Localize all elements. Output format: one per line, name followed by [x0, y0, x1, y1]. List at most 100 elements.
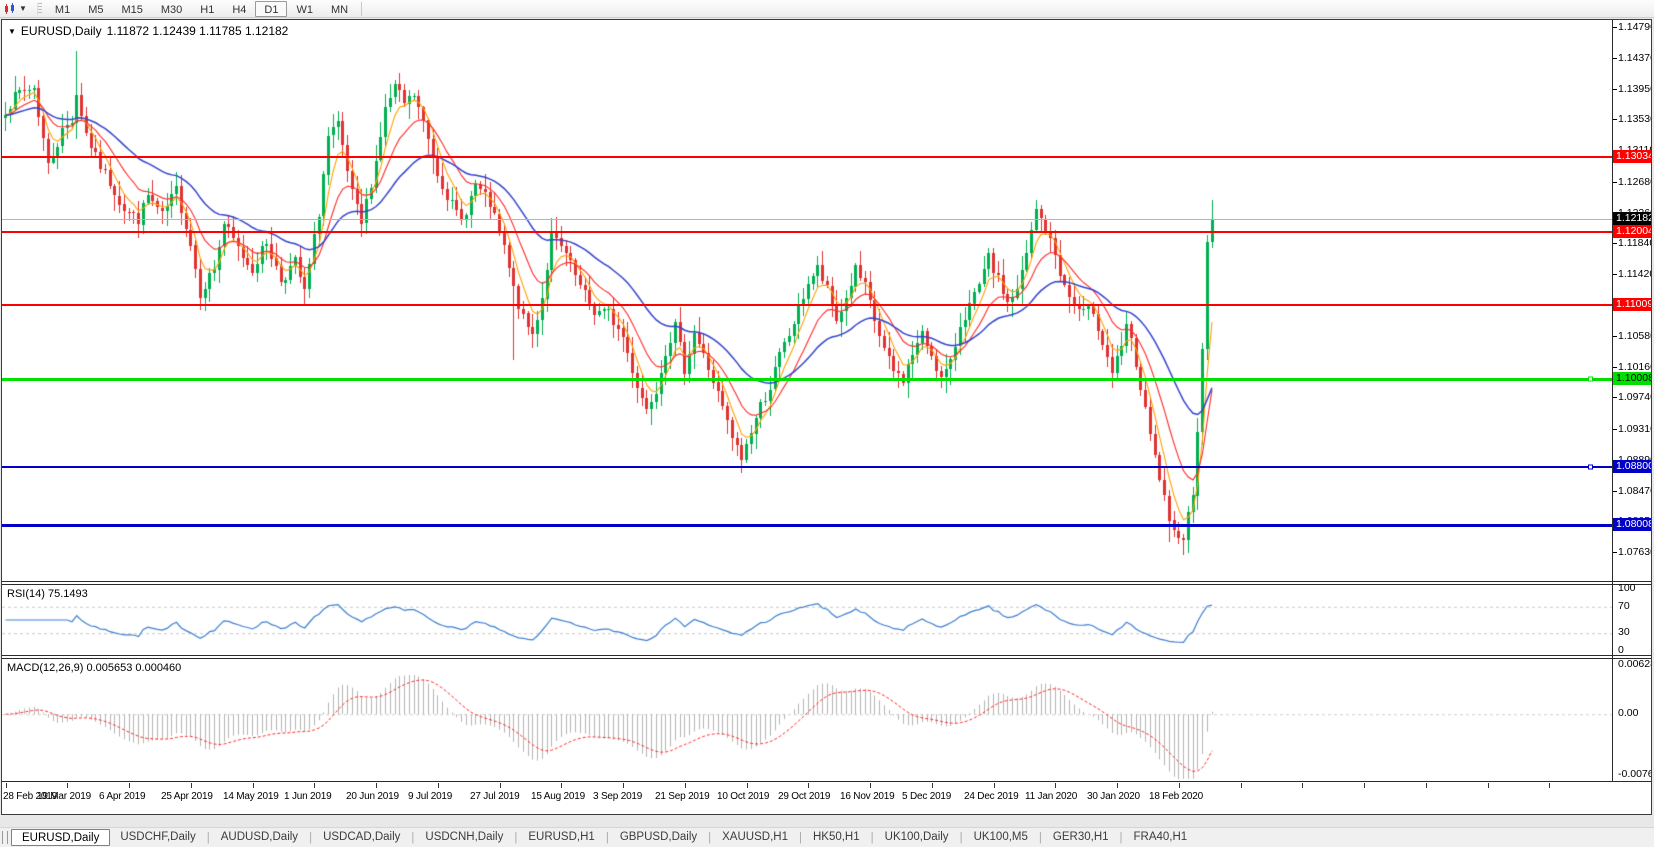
- chart-tab-uk100-m5[interactable]: UK100,M5: [973, 831, 1028, 843]
- macd-axis-tick: -0.007658: [1618, 768, 1651, 780]
- price-tick: 1.11840: [1612, 237, 1651, 249]
- date-label: 25 Apr 2019: [161, 791, 213, 802]
- date-tick: [685, 783, 686, 788]
- timeframe-button-w1[interactable]: W1: [296, 3, 313, 16]
- line-drag-handle[interactable]: [1588, 464, 1593, 470]
- chart-tab-hk50-h1[interactable]: HK50,H1: [812, 831, 860, 843]
- chart-type-selector[interactable]: ▼: [0, 1, 31, 17]
- macd-axis-tick: 0.00: [1618, 707, 1639, 720]
- chart-tab-usdchf-daily[interactable]: USDCHF,Daily: [120, 831, 196, 843]
- date-label: 1 Jun 2019: [284, 791, 332, 802]
- timeframe-button-m15[interactable]: M15: [121, 3, 143, 16]
- horizontal-line-1.11009[interactable]: [2, 304, 1612, 307]
- date-tick: [67, 783, 68, 788]
- tab-separator: |: [798, 831, 802, 844]
- chart-tab-xauusd-h1[interactable]: XAUUSD,H1: [722, 831, 788, 843]
- timeframe-button-m5[interactable]: M5: [88, 3, 104, 16]
- price-pane[interactable]: ▼ EURUSD,Daily 1.11872 1.12439 1.11785 1…: [2, 20, 1651, 582]
- date-label: 3 Sep 2019: [593, 791, 643, 802]
- candlestick-chart-icon: [5, 2, 14, 14]
- horizontal-line-1.13034[interactable]: [2, 155, 1612, 158]
- tab-separator: |: [708, 831, 712, 844]
- price-tick: 1.13530: [1613, 113, 1651, 125]
- date-label: 14 May 2019: [223, 791, 279, 802]
- date-tick: [932, 783, 933, 788]
- horizontal-line-1.10008[interactable]: [2, 376, 1612, 382]
- chart-tab-fra40-h1[interactable]: FRA40,H1: [1133, 831, 1188, 843]
- date-label: 10 Oct 2019: [717, 791, 770, 802]
- chart-tab-gbpusd-daily[interactable]: GBPUSD,Daily: [619, 831, 698, 843]
- tab-separator: |: [309, 831, 313, 844]
- date-tick: [1302, 783, 1303, 788]
- tab-separator: |: [1038, 831, 1042, 844]
- timeframe-button-d1[interactable]: D1: [255, 0, 288, 17]
- date-label: 15 Aug 2019: [531, 791, 585, 802]
- date-label: 16 Nov 2019: [840, 791, 895, 802]
- date-tick: [1488, 783, 1489, 788]
- price-line-label-1.11009: 1.11009: [1613, 298, 1651, 312]
- chart-tab-usdcnh-daily[interactable]: USDCNH,Daily: [425, 831, 504, 843]
- timeframe-button-m1[interactable]: M1: [54, 3, 71, 16]
- timeframe-button-m30[interactable]: M30: [160, 3, 183, 16]
- chart-tab-uk100-daily[interactable]: UK100,Daily: [884, 831, 949, 843]
- top-toolbar: ▼ M1 M5 M15 M30 H1 H4 D1 W1 MN: [0, 0, 1654, 18]
- date-label: 24 Dec 2019: [964, 791, 1019, 802]
- timeframe-button-mn[interactable]: MN: [330, 3, 349, 16]
- price-axis[interactable]: 1.147901.143701.139501.135301.131101.126…: [1612, 20, 1651, 782]
- date-tick: [1179, 783, 1180, 788]
- line-drag-handle[interactable]: [1588, 376, 1593, 382]
- price-axis-line: [1612, 20, 1613, 782]
- date-tick: [623, 783, 624, 788]
- date-tick: [1426, 783, 1427, 788]
- rsi-canvas[interactable]: [2, 585, 1612, 655]
- date-tick: [747, 783, 748, 788]
- date-label: 11 Jan 2020: [1025, 791, 1078, 802]
- macd-axis-tick: 0.006287: [1618, 658, 1651, 670]
- rsi-axis-tick: 100: [1618, 582, 1636, 594]
- price-tick: 1.11420: [1612, 268, 1651, 280]
- date-label: 20 Jun 2019: [346, 791, 399, 802]
- horizontal-line-1.08008[interactable]: [2, 524, 1612, 528]
- tab-separator: |: [870, 831, 874, 844]
- date-tick: [994, 783, 995, 788]
- chart-title: ▼ EURUSD,Daily 1.11872 1.12439 1.11785 1…: [8, 24, 288, 38]
- horizontal-line-1.08800[interactable]: [2, 464, 1612, 470]
- tab-separator: |: [206, 831, 210, 844]
- tab-separator: |: [605, 831, 609, 844]
- tab-separator: |: [411, 831, 415, 844]
- chart-window: ▼ EURUSD,Daily 1.11872 1.12439 1.11785 1…: [1, 19, 1652, 815]
- price-tick: 1.13950: [1613, 83, 1651, 95]
- price-tick: 1.08470: [1613, 485, 1651, 497]
- tab-bar-grip[interactable]: [2, 831, 8, 844]
- horizontal-line-1.12004[interactable]: [2, 231, 1612, 234]
- date-tick: [1549, 783, 1550, 788]
- date-tick: [253, 783, 254, 788]
- toolbar-separator: [361, 1, 363, 16]
- date-label: 19 Mar 2019: [37, 791, 91, 802]
- macd-label: MACD(12,26,9) 0.005653 0.000460: [7, 662, 182, 674]
- current-price-label: 1.12182: [1613, 212, 1651, 226]
- chart-tab-audusd-daily[interactable]: AUDUSD,Daily: [220, 831, 299, 843]
- symbol-dropdown-arrow-icon[interactable]: ▼: [8, 26, 16, 36]
- toolbar-grip[interactable]: [36, 2, 42, 15]
- date-tick: [1055, 783, 1056, 788]
- chart-tab-eurusd-h1[interactable]: EURUSD,H1: [528, 831, 595, 843]
- price-tick: 1.10160: [1613, 361, 1651, 373]
- date-tick: [129, 783, 130, 788]
- date-label: 27 Jul 2019: [470, 791, 520, 802]
- macd-canvas[interactable]: [2, 659, 1612, 781]
- timeframe-button-h1[interactable]: H1: [200, 3, 215, 16]
- price-line-label-1.08800: 1.08800: [1613, 460, 1651, 474]
- timeframe-button-h4[interactable]: H4: [232, 3, 247, 16]
- date-axis[interactable]: 28 Feb 2019 19 Mar 2019 6 Apr 2019 25 Apr 2…: [2, 782, 1651, 813]
- date-label: 30 Jan 2020: [1087, 791, 1140, 802]
- price-chart-canvas[interactable]: [2, 20, 1612, 581]
- date-tick: [1364, 783, 1365, 788]
- date-tick: [1117, 783, 1118, 788]
- rsi-pane[interactable]: RSI(14) 75.1493: [2, 584, 1651, 656]
- chart-tab-usdcad-daily[interactable]: USDCAD,Daily: [323, 831, 401, 843]
- chart-tab-eurusd-daily[interactable]: EURUSD,Daily: [11, 829, 111, 846]
- macd-pane[interactable]: MACD(12,26,9) 0.005653 0.000460: [2, 658, 1651, 782]
- chart-tab-ger30-h1[interactable]: GER30,H1: [1052, 831, 1109, 843]
- date-tick: [808, 783, 809, 788]
